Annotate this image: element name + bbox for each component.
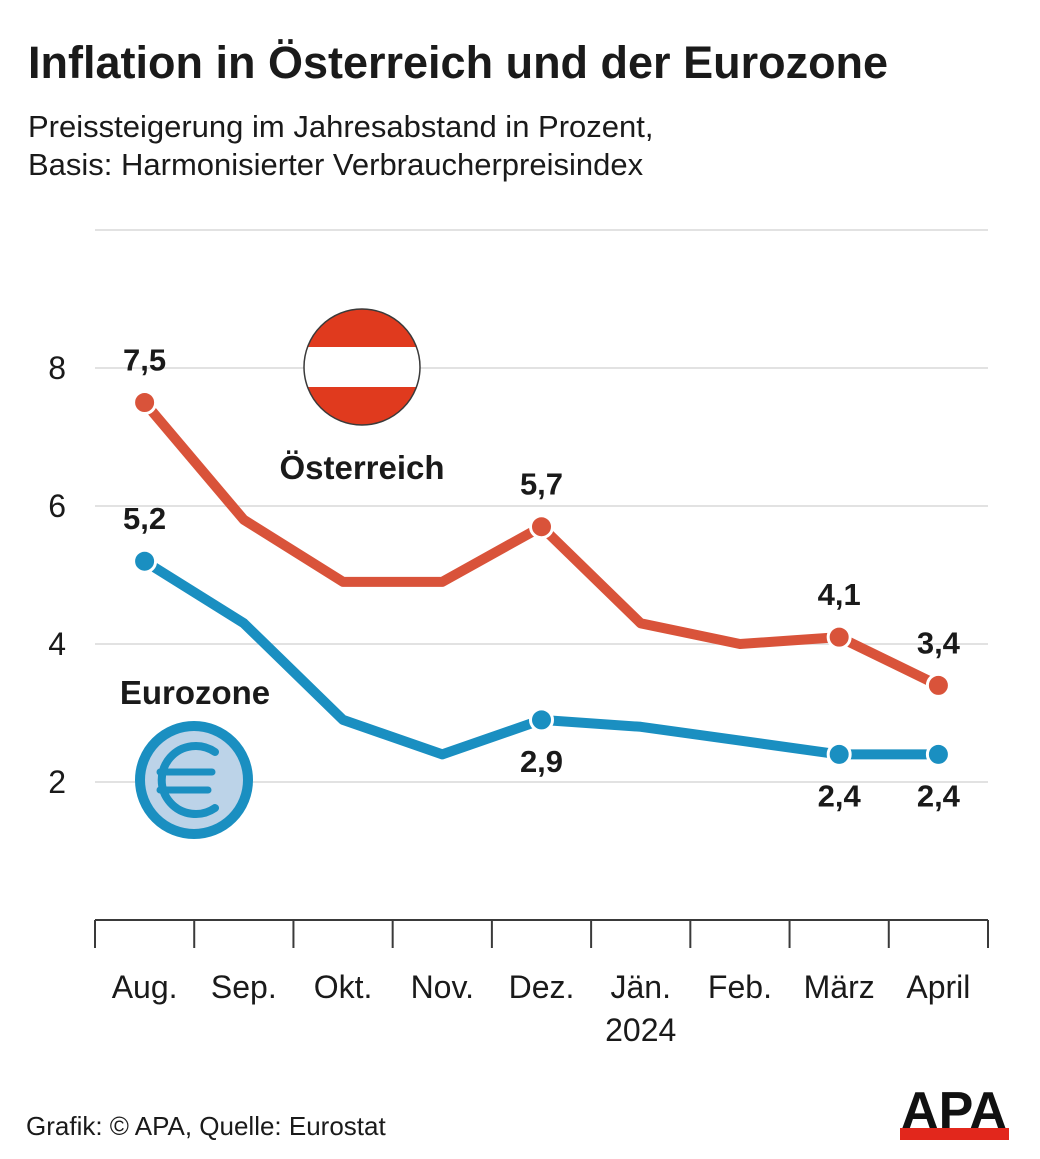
x-tick-label: Dez. (509, 969, 575, 1005)
data-point-marker (925, 672, 951, 698)
subtitle-line-2: Basis: Harmonisierter Verbraucherpreisin… (28, 147, 644, 182)
series-label-eurozone: Eurozone (120, 674, 270, 711)
y-tick-label: 6 (48, 488, 66, 524)
x-tick-label: April (906, 969, 970, 1005)
apa-logo: APA (900, 1082, 1009, 1140)
data-label: 3,4 (917, 625, 961, 660)
series-label-austria: Österreich (279, 449, 444, 486)
data-labels: 7,5 5,7 4,1 3,4 5,2 2,9 2,4 2,4 (123, 343, 961, 814)
chart-subtitle: Preissteigerung im Jahresabstand in Proz… (28, 108, 654, 184)
data-label: 7,5 (123, 343, 166, 378)
x-tick-label: Feb. (708, 969, 772, 1005)
data-point-marker (925, 741, 951, 767)
data-label: 2,4 (818, 778, 862, 813)
data-point-marker (132, 390, 158, 415)
data-label: 2,9 (520, 744, 563, 779)
x-tick-label: Okt. (314, 969, 373, 1005)
subtitle-line-1: Preissteigerung im Jahresabstand in Proz… (28, 109, 654, 144)
x-tick-label: Nov. (411, 969, 474, 1005)
source-credit: Grafik: © APA, Quelle: Eurostat (26, 1111, 386, 1141)
data-label: 5,2 (123, 501, 166, 536)
data-label: 2,4 (917, 778, 961, 813)
apa-logo-bar (900, 1128, 1009, 1140)
data-label: 4,1 (818, 577, 861, 612)
y-tick-label: 2 (48, 764, 66, 800)
data-point-marker (529, 514, 554, 540)
data-point-marker (826, 741, 852, 767)
y-tick-label: 4 (48, 626, 66, 662)
y-axis-ticks: 2 4 6 8 (48, 350, 66, 800)
x-year-label: 2024 (605, 1012, 676, 1048)
series-lines (132, 390, 951, 767)
x-tick-label: Aug. (112, 969, 178, 1005)
x-tick-label: Jän. (610, 969, 670, 1005)
x-axis: Aug. Sep. Okt. Nov. Dez. Jän. Feb. März April 202… (94, 919, 989, 1048)
austria-flag-icon (303, 308, 421, 426)
data-point-marker (529, 707, 554, 733)
data-label: 5,7 (520, 467, 563, 502)
data-point-marker (132, 548, 158, 574)
euro-coin-icon (135, 721, 253, 839)
y-tick-label: 8 (48, 350, 66, 386)
chart-title: Inflation in Österreich und der Eurozone (28, 37, 889, 88)
x-tick-label: März (804, 969, 875, 1005)
x-tick-label: Sep. (211, 969, 277, 1005)
data-point-marker (826, 624, 852, 650)
